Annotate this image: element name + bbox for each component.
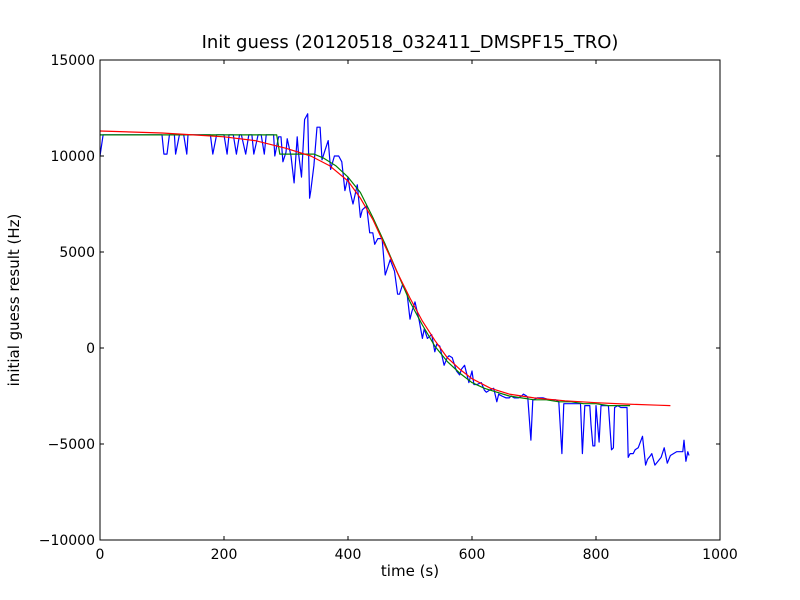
- series-line-1: [100, 134, 631, 407]
- plot-frame: [99, 59, 721, 541]
- y-tick-label: −5000: [48, 437, 95, 453]
- x-tick-label: 400: [335, 547, 362, 563]
- x-tick-label: 1000: [702, 547, 738, 563]
- chart-title: Init guess (20120518_032411_DMSPF15_TRO): [202, 32, 619, 53]
- series-layer: [100, 113, 690, 466]
- series-line-2: [100, 130, 671, 407]
- ticks-layer: 0 200 400 600 800 1000 −10000 −5000 0 5000 10000 15…: [39, 53, 738, 563]
- y-axis-label: initial guess result (Hz): [5, 214, 23, 387]
- x-tick-label: 800: [583, 547, 610, 563]
- y-tick-label: 5000: [59, 245, 95, 261]
- y-tick-label: 0: [86, 341, 95, 357]
- series-line-0: [100, 113, 690, 466]
- x-tick-label: 200: [211, 547, 238, 563]
- x-tick-label: 600: [459, 547, 486, 563]
- x-tick-label: 0: [96, 547, 105, 563]
- y-tick-label: 15000: [50, 53, 95, 69]
- y-tick-label: −10000: [39, 533, 95, 549]
- y-tick-label: 10000: [50, 149, 95, 165]
- x-axis-label: time (s): [381, 562, 439, 580]
